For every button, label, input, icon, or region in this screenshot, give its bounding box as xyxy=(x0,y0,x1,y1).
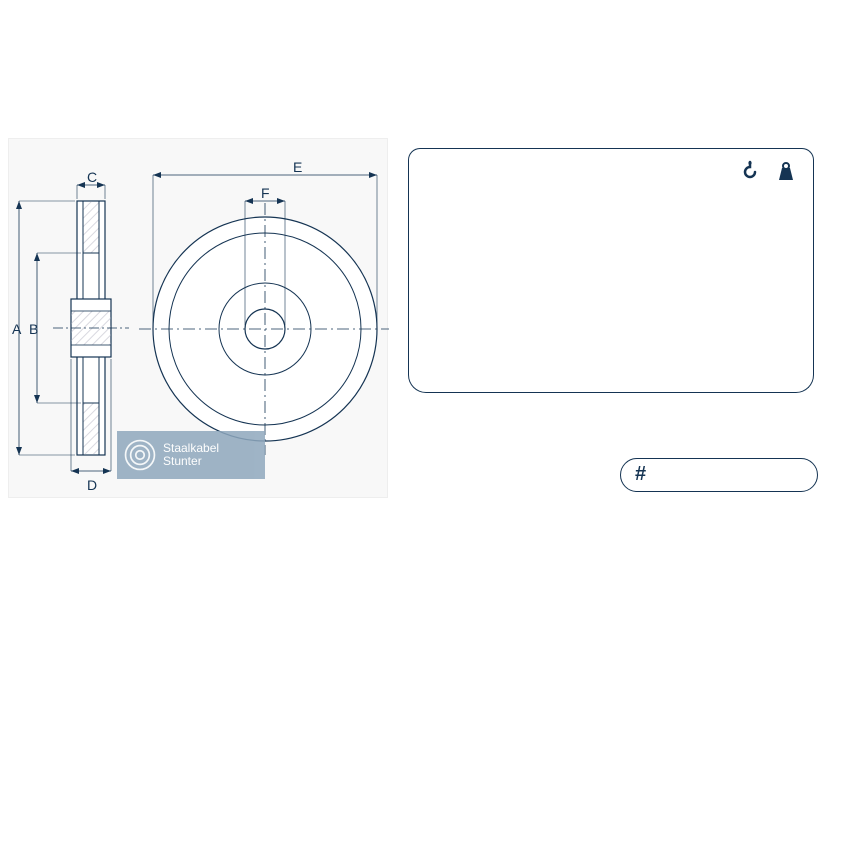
watermark-badge: Staalkabel Stunter xyxy=(117,431,265,479)
label-a: A xyxy=(12,321,21,337)
weight-icon xyxy=(773,159,799,185)
label-e: E xyxy=(293,159,302,175)
icon-row xyxy=(737,159,799,185)
watermark-line2: Stunter xyxy=(163,455,219,468)
label-c: C xyxy=(87,169,97,185)
spec-panel-header xyxy=(408,148,814,196)
label-d: D xyxy=(87,477,97,493)
technical-drawing: A B C D E F Staalkabel Stunter xyxy=(8,138,388,498)
swirl-icon xyxy=(123,438,157,472)
article-pill: # xyxy=(620,458,818,492)
hash-symbol: # xyxy=(635,463,646,486)
label-f: F xyxy=(261,185,270,201)
hook-icon xyxy=(737,159,763,185)
spec-panel-body xyxy=(408,195,814,393)
label-b: B xyxy=(29,321,38,337)
watermark-text: Staalkabel Stunter xyxy=(163,442,219,468)
